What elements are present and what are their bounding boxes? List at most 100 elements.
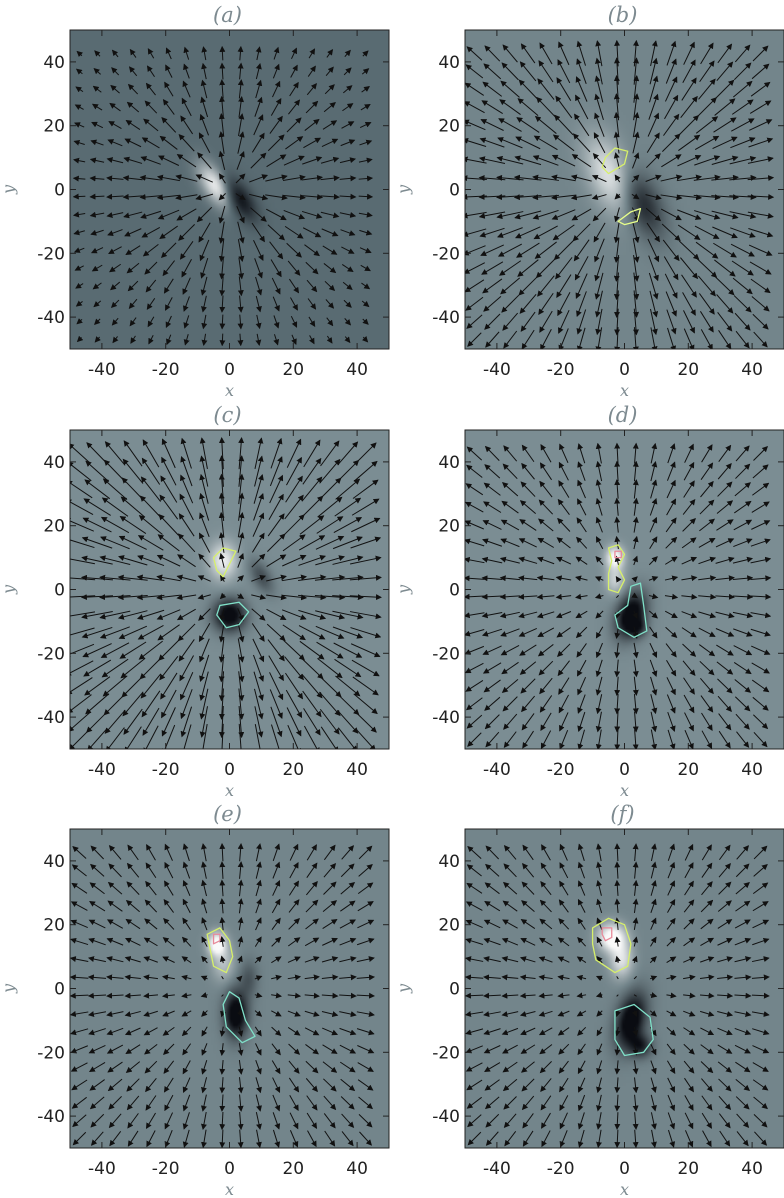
velocity-arrow [198,623,211,643]
velocity-arrow [144,100,158,114]
velocity-arrow [159,225,178,240]
velocity-arrow [148,335,154,345]
velocity-arrow [592,207,607,222]
velocity-arrow [695,241,719,259]
velocity-arrow [218,150,226,170]
velocity-arrow [287,260,301,276]
velocity-arrow [272,296,280,312]
velocity-arrow [140,673,162,699]
velocity-arrow [219,552,225,568]
velocity-arrow [253,474,264,504]
velocity-arrow [255,314,262,330]
velocity-arrow [750,278,771,294]
x-tick-label: 20 [282,1159,304,1179]
velocity-arrow [72,175,86,182]
velocity-arrow [340,139,356,147]
velocity-arrow [517,98,539,117]
y-tick-label: 20 [438,916,460,936]
velocity-arrow [613,222,620,244]
velocity-arrow [237,552,244,568]
velocity-arrow [178,134,195,152]
velocity-arrow [270,259,282,278]
velocity-arrow [126,262,140,274]
velocity-arrow [73,157,86,164]
velocity-arrow [91,103,103,111]
velocity-arrow [323,263,337,274]
velocity-arrow [361,68,370,75]
velocity-arrow [160,672,178,700]
velocity-arrow [141,457,161,485]
velocity-arrow [120,657,146,679]
velocity-arrow [249,193,269,201]
velocity-arrow [714,259,736,277]
velocity-arrow [199,437,208,470]
velocity-arrow [176,608,196,621]
velocity-arrow [362,318,369,325]
y-tick-label: 40 [438,852,460,872]
velocity-arrow [733,62,752,81]
velocity-arrow [146,65,155,78]
velocity-arrow [180,724,192,749]
velocity-arrow [633,75,640,103]
velocity-arrow [254,724,261,749]
velocity-arrow [282,624,306,641]
velocity-arrow [360,264,371,272]
velocity-arrow [178,224,195,241]
velocity-arrow [497,243,523,257]
velocity-arrow [282,174,306,181]
velocity-arrow [200,79,208,99]
x-tick-label: 20 [282,760,304,780]
velocity-arrow [301,174,324,181]
velocity-arrow [177,623,196,642]
velocity-arrow [662,239,680,262]
velocity-arrow [339,157,357,164]
velocity-arrow [594,93,604,120]
velocity-arrow [733,295,752,313]
velocity-arrow [732,80,753,98]
x-tick-label: 20 [677,760,699,780]
velocity-arrow [160,242,177,259]
velocity-arrow [660,194,683,201]
velocity-arrow [663,113,680,136]
x-tick-label: 20 [677,360,699,380]
velocity-arrow [273,315,280,329]
y-tick-label: 40 [438,53,460,73]
velocity-arrow [570,174,592,182]
velocity-arrow [166,334,172,346]
velocity-arrow [269,115,283,134]
x-tick-label: -20 [547,1159,575,1179]
velocity-arrow [712,226,738,239]
velocity-arrow [613,131,620,154]
velocity-arrow [305,100,319,114]
velocity-arrow [105,727,125,749]
velocity-arrow [124,138,142,148]
velocity-arrow [519,293,537,314]
velocity-arrow [238,492,245,521]
velocity-arrow [99,594,131,601]
velocity-arrow [252,512,265,537]
velocity-arrow [650,327,658,349]
velocity-arrow [253,239,264,261]
velocity-arrow [290,64,298,78]
velocity-arrow [270,97,282,116]
y-tick-label: 40 [438,453,460,473]
velocity-arrow [235,193,246,201]
velocity-arrow [123,211,143,219]
velocity-arrow [665,58,677,84]
velocity-arrow [343,299,352,308]
magnetogram-heatmap [70,30,389,349]
velocity-arrow [752,313,769,330]
x-tick-label: -40 [88,360,116,380]
velocity-arrow [697,275,716,297]
velocity-arrow [650,40,658,67]
velocity-arrow [269,241,284,260]
velocity-arrow [75,86,84,93]
panel-title: (e) [213,802,242,826]
velocity-arrow [218,688,225,720]
velocity-arrow [694,210,721,220]
velocity-arrow [251,132,265,153]
velocity-arrow [344,49,351,58]
velocity-arrow [714,98,736,116]
velocity-arrow [100,642,130,658]
velocity-arrow [177,554,196,568]
